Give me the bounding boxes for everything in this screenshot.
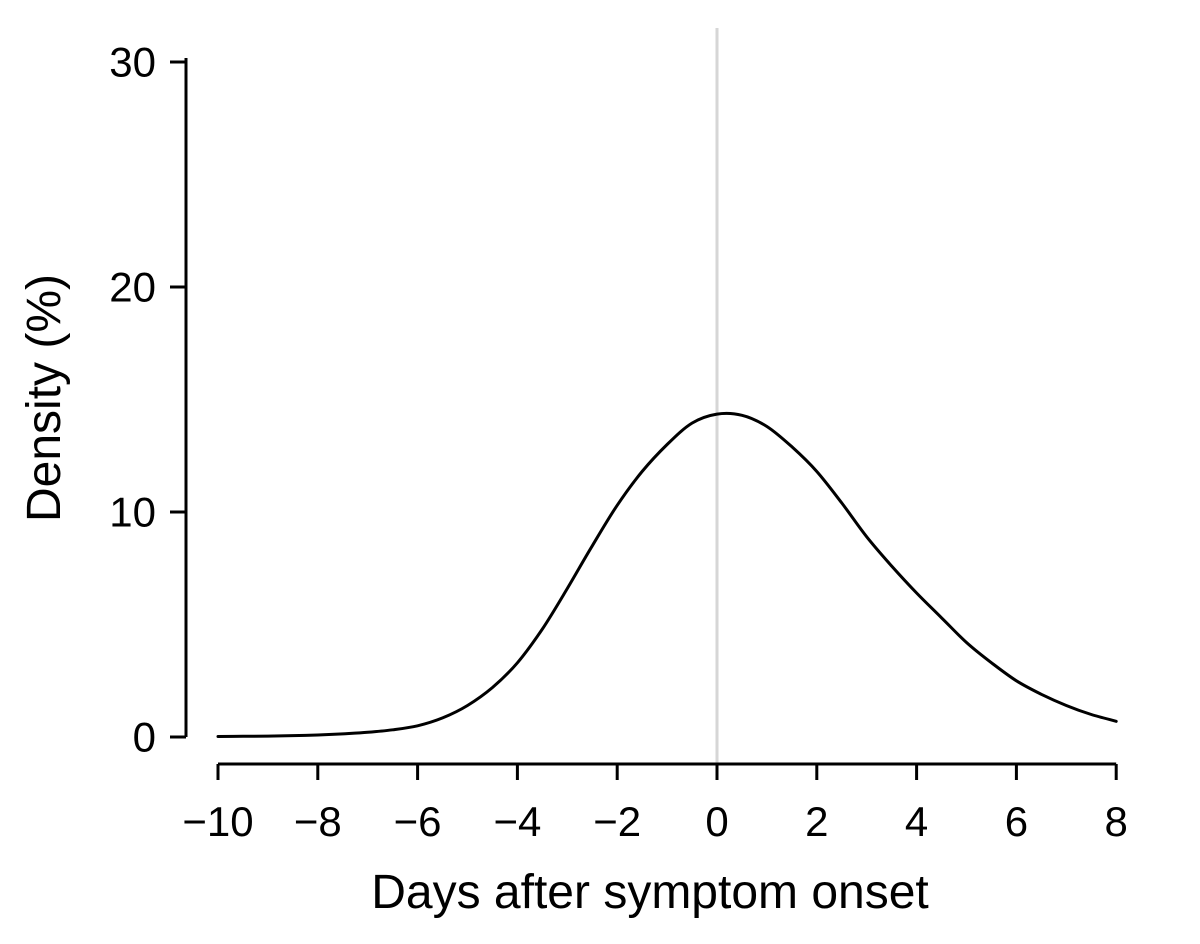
x-tick-label--10: −10 xyxy=(182,798,253,845)
x-tick-label-6: 6 xyxy=(1005,798,1028,845)
density-curve xyxy=(216,411,1118,738)
x-tick-label-0: 0 xyxy=(705,798,728,845)
y-axis-title: Density (%) xyxy=(18,274,71,522)
x-tick-label-8: 8 xyxy=(1105,798,1128,845)
x-tick-label--2: −2 xyxy=(593,798,641,845)
y-tick-label-20: 20 xyxy=(109,264,156,311)
y-tick-label-0: 0 xyxy=(133,714,156,761)
y-tick-label-30: 30 xyxy=(109,39,156,86)
y-tick-label-10: 10 xyxy=(109,489,156,536)
x-axis-ticks: −10 −8 −6 −4 −2 0 2 4 6 8 xyxy=(182,764,1128,845)
x-tick-label-2: 2 xyxy=(805,798,828,845)
x-tick-label--4: −4 xyxy=(493,798,541,845)
x-axis-title: Days after symptom onset xyxy=(371,866,929,919)
y-axis-ticks: 0 10 20 30 xyxy=(109,39,186,761)
x-tick-label--6: −6 xyxy=(394,798,442,845)
x-tick-label--8: −8 xyxy=(294,798,342,845)
x-tick-label-4: 4 xyxy=(905,798,928,845)
